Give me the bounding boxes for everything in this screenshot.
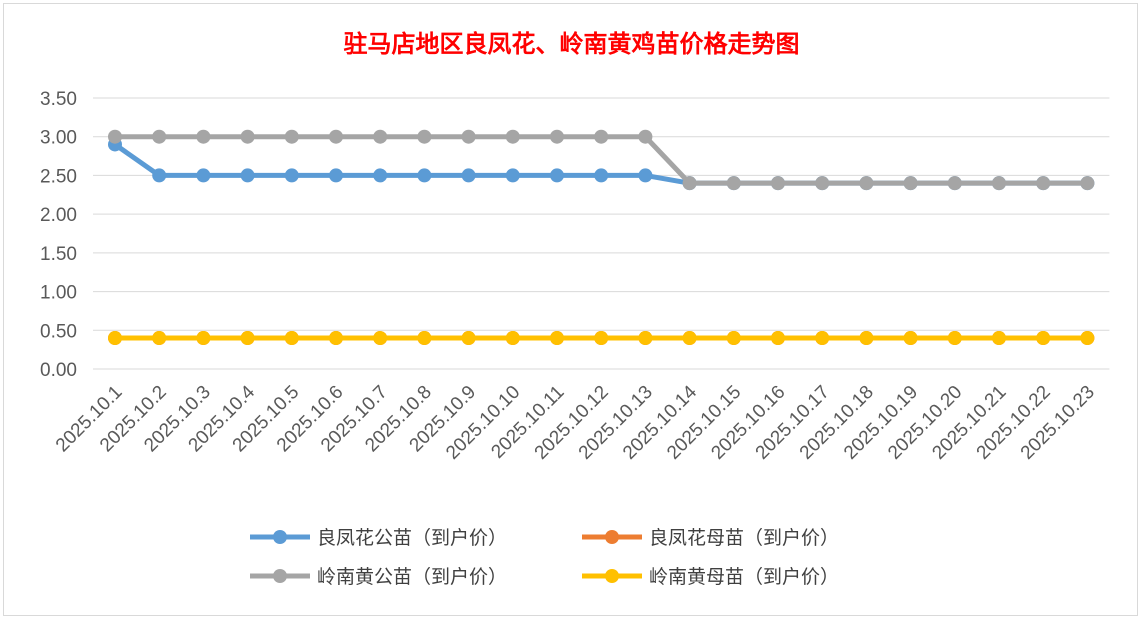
- data-point: [284, 331, 299, 346]
- data-point: [594, 168, 609, 183]
- data-point: [1080, 176, 1095, 191]
- y-tick-label: 0.50: [40, 321, 77, 342]
- data-point: [284, 129, 299, 144]
- y-tick-label: 2.00: [40, 205, 77, 226]
- legend-swatch-marker: [605, 530, 619, 544]
- data-point: [550, 331, 564, 346]
- data-point: [903, 176, 918, 191]
- data-point: [284, 168, 299, 183]
- data-point: [638, 129, 653, 144]
- data-point: [373, 168, 388, 183]
- chart-frame: [3, 3, 1138, 616]
- data-point: [594, 129, 609, 144]
- data-point: [196, 331, 211, 346]
- data-point: [771, 176, 785, 191]
- legend-swatch-marker: [605, 569, 619, 583]
- legend-label: 良凤花公苗（到户价）: [317, 527, 507, 549]
- data-point: [1080, 331, 1095, 346]
- data-point: [152, 168, 167, 183]
- data-point: [461, 168, 476, 183]
- data-point: [726, 331, 741, 346]
- data-point: [682, 176, 697, 191]
- data-point: [373, 129, 388, 144]
- data-point: [550, 168, 564, 183]
- data-point: [417, 331, 432, 346]
- data-point: [815, 176, 830, 191]
- data-point: [108, 129, 122, 144]
- data-point: [240, 331, 255, 346]
- data-point: [1036, 331, 1051, 346]
- legend-item: 岭南黄母苗（到户价）: [582, 566, 839, 588]
- data-point: [550, 129, 564, 144]
- data-point: [1036, 176, 1051, 191]
- data-point: [329, 129, 343, 144]
- y-tick-label: 2.50: [40, 166, 77, 187]
- data-point: [638, 331, 653, 346]
- data-point: [152, 331, 167, 346]
- y-tick-label: 0.00: [40, 360, 77, 381]
- data-point: [771, 331, 785, 346]
- data-point: [196, 129, 211, 144]
- data-point: [505, 331, 520, 346]
- data-point: [461, 331, 476, 346]
- data-point: [859, 176, 874, 191]
- data-point: [682, 331, 697, 346]
- data-point: [240, 168, 255, 183]
- data-point: [903, 331, 918, 346]
- x-axis-ticks: 2025.10.12025.10.22025.10.32025.10.42025…: [52, 381, 1099, 463]
- y-tick-label: 1.00: [40, 283, 77, 304]
- legend-item: 良凤花母苗（到户价）: [582, 527, 839, 549]
- series-4: [108, 331, 1095, 346]
- data-point: [152, 129, 167, 144]
- y-tick-label: 3.50: [40, 89, 77, 110]
- legend-item: 良凤花公苗（到户价）: [250, 527, 507, 549]
- data-point: [461, 129, 476, 144]
- legend-swatch-marker: [273, 569, 287, 583]
- data-point: [859, 331, 874, 346]
- data-point: [417, 168, 432, 183]
- data-point: [329, 168, 343, 183]
- legend-label: 良凤花母苗（到户价）: [649, 527, 839, 549]
- y-tick-label: 1.50: [40, 244, 77, 265]
- data-point: [815, 331, 830, 346]
- data-point: [505, 129, 520, 144]
- data-point: [992, 176, 1006, 191]
- data-point: [196, 168, 211, 183]
- data-point: [505, 168, 520, 183]
- series-3: [108, 129, 1095, 191]
- data-point: [417, 129, 432, 144]
- data-point: [726, 176, 741, 191]
- series-lines: [108, 129, 1095, 346]
- data-point: [240, 129, 255, 144]
- data-point: [329, 331, 343, 346]
- data-point: [947, 331, 962, 346]
- data-point: [638, 168, 653, 183]
- data-point: [947, 176, 962, 191]
- data-point: [108, 331, 122, 346]
- legend-label: 岭南黄公苗（到户价）: [317, 566, 507, 588]
- data-point: [373, 331, 388, 346]
- legend-label: 岭南黄母苗（到户价）: [649, 566, 839, 588]
- data-point: [992, 331, 1006, 346]
- chart-title: 驻马店地区良凤花、岭南黄鸡苗价格走势图: [343, 29, 800, 58]
- legend: 良凤花公苗（到户价） 良凤花母苗（到户价） 岭南黄公苗（到户价） 岭南黄母苗（到户价）: [250, 527, 839, 588]
- y-axis-ticks: 0.00 0.50 1.00 1.50 2.00 2.50 3.00 3.50: [40, 89, 77, 381]
- data-point: [594, 331, 609, 346]
- legend-item: 岭南黄公苗（到户价）: [250, 566, 507, 588]
- y-tick-label: 3.00: [40, 128, 77, 149]
- legend-swatch-marker: [273, 530, 287, 544]
